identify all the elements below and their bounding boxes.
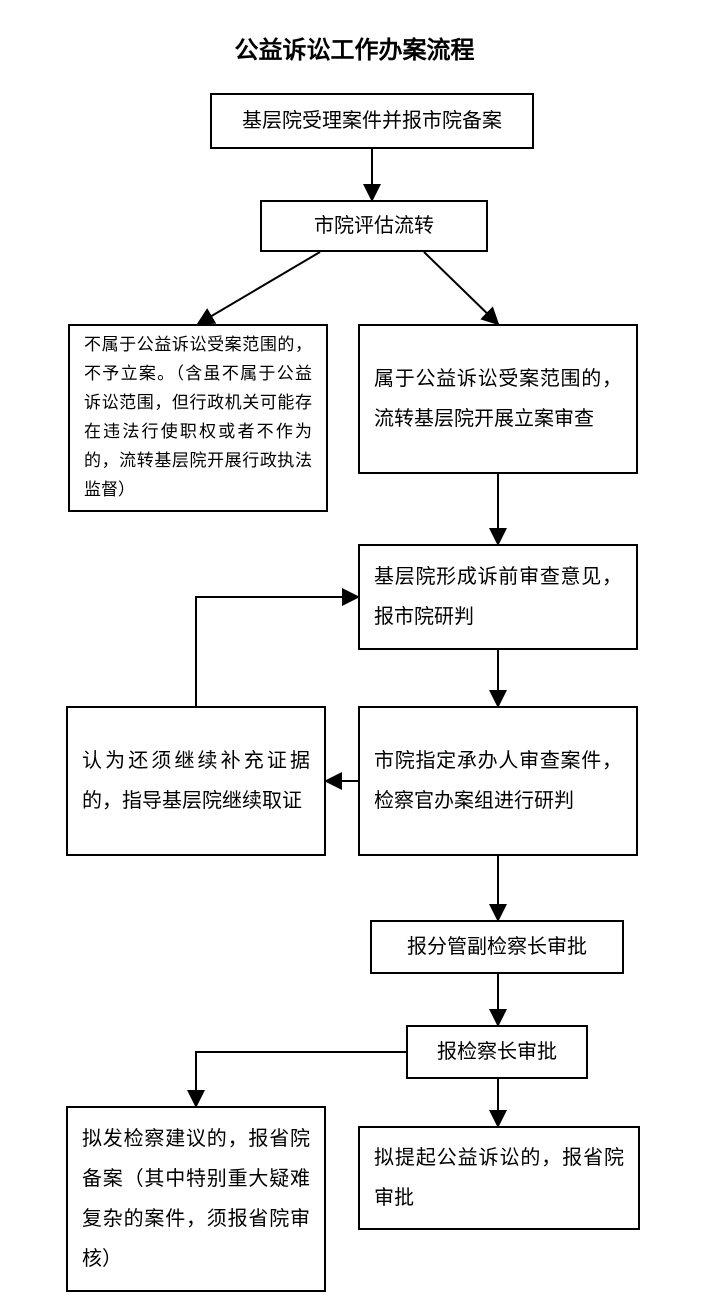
node-in-scope: 属于公益诉讼受案范围的，流转基层院开展立案审查 bbox=[358, 324, 638, 474]
node-chief-approval: 报检察长审批 bbox=[406, 1025, 588, 1079]
node-text: 基层院形成诉前审查意见，报市院研判 bbox=[374, 557, 622, 637]
node-text: 基层院受理案件并报市院备案 bbox=[242, 101, 502, 141]
node-city-assign-reviewer: 市院指定承办人审查案件，检察官办案组进行研判 bbox=[358, 706, 638, 856]
node-accept-case: 基层院受理案件并报市院备案 bbox=[210, 93, 534, 149]
node-text: 报分管副检察长审批 bbox=[407, 927, 587, 967]
node-not-in-scope: 不属于公益诉讼受案范围的，不予立案。（含虽不属于公益诉讼范围，但行政机关可能存在… bbox=[68, 324, 328, 512]
node-issue-recommendation: 拟发检察建议的，报省院备案（其中特别重大疑难复杂的案件，须报省院审核） bbox=[66, 1106, 326, 1292]
node-file-lawsuit: 拟提起公益诉讼的，报省院审批 bbox=[358, 1126, 640, 1230]
node-deputy-approval: 报分管副检察长审批 bbox=[370, 920, 624, 974]
node-text: 拟提起公益诉讼的，报省院审批 bbox=[374, 1138, 624, 1218]
node-supplement-evidence: 认为还须继续补充证据的，指导基层院继续取证 bbox=[66, 706, 326, 856]
node-text: 属于公益诉讼受案范围的，流转基层院开展立案审查 bbox=[374, 359, 622, 439]
node-text: 拟发检察建议的，报省院备案（其中特别重大疑难复杂的案件，须报省院审核） bbox=[82, 1119, 310, 1279]
node-text: 报检察长审批 bbox=[437, 1032, 557, 1072]
node-pretrial-opinion: 基层院形成诉前审查意见，报市院研判 bbox=[358, 544, 638, 650]
node-text: 市院评估流转 bbox=[314, 206, 434, 246]
node-text: 市院指定承办人审查案件，检察官办案组进行研判 bbox=[374, 741, 622, 821]
node-text: 不属于公益诉讼受案范围的，不予立案。（含虽不属于公益诉讼范围，但行政机关可能存在… bbox=[84, 331, 312, 504]
node-city-evaluate: 市院评估流转 bbox=[260, 200, 488, 252]
node-text: 认为还须继续补充证据的，指导基层院继续取证 bbox=[82, 741, 310, 821]
page-title: 公益诉讼工作办案流程 bbox=[0, 30, 709, 65]
